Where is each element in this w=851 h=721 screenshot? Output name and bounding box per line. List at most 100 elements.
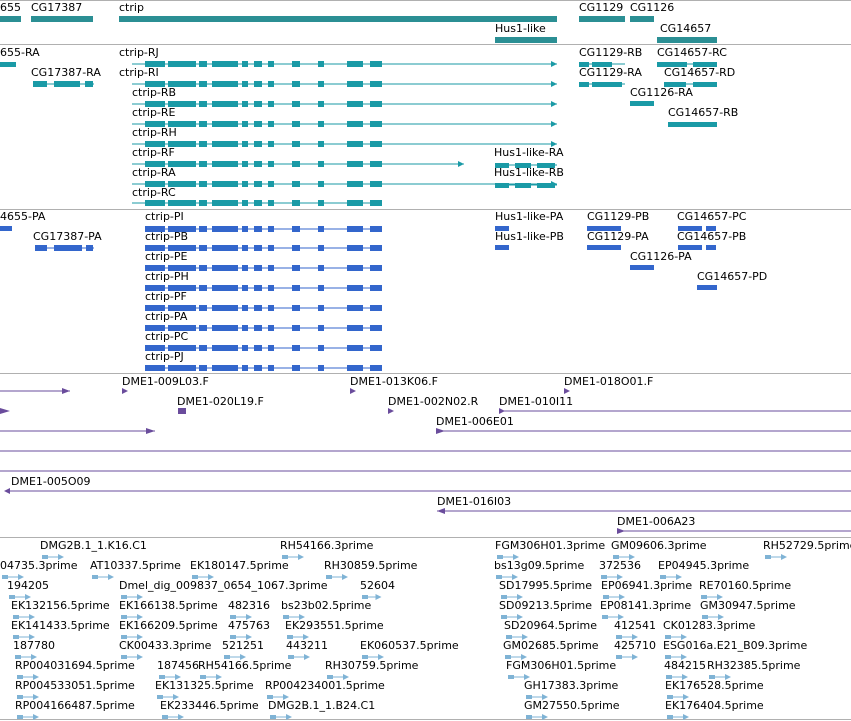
gene-cg1126-bar[interactable]: [630, 16, 654, 22]
protein-label[interactable]: ctrip-PC: [145, 330, 189, 343]
est-glyph[interactable]: [616, 654, 638, 660]
est-label[interactable]: 194205: [7, 579, 49, 592]
protein-cg14657-pd-glyph[interactable]: [697, 285, 717, 290]
transcript-label[interactable]: ctrip-RB: [132, 86, 177, 99]
ctrip-transcript-glyph[interactable]: [132, 141, 557, 147]
est-glyph[interactable]: [283, 614, 305, 620]
est-glyph[interactable]: [709, 674, 731, 680]
clone-label[interactable]: DME1-002N02.R: [388, 395, 479, 408]
protein-4655-pa-glyph[interactable]: [0, 226, 12, 231]
transcript-label[interactable]: ctrip-RI: [119, 66, 159, 79]
est-label[interactable]: GH17383.3prime: [524, 679, 619, 692]
protein-label[interactable]: 4655-PA: [0, 210, 46, 223]
gene-cg17387-bar[interactable]: [31, 16, 93, 22]
protein-label[interactable]: ctrip-PE: [145, 250, 188, 263]
est-label[interactable]: RH52729.5prime: [763, 539, 851, 552]
transcript-655-ra-glyph[interactable]: [0, 62, 16, 67]
transcript-label[interactable]: CG14657-RC: [657, 46, 727, 59]
est-glyph[interactable]: [9, 594, 31, 600]
est-glyph[interactable]: [327, 674, 349, 680]
est-label[interactable]: EK176404.5prime: [665, 699, 764, 712]
est-label[interactable]: bs23b02.5prime: [281, 599, 372, 612]
est-label[interactable]: SD17995.5prime: [499, 579, 592, 592]
clone-label[interactable]: DME1-009L03.F: [122, 375, 209, 388]
est-label[interactable]: 187456: [157, 659, 199, 672]
protein-label[interactable]: Hus1-like-PB: [495, 230, 564, 243]
est-glyph[interactable]: [157, 694, 179, 700]
est-glyph[interactable]: [508, 674, 530, 680]
ctrip-protein-glyph[interactable]: [145, 226, 382, 232]
est-label[interactable]: RE70160.5prime: [699, 579, 792, 592]
transcript-cg1126-ra-glyph[interactable]: [630, 101, 654, 106]
est-label[interactable]: EP04945.3prime: [658, 559, 750, 572]
est-glyph[interactable]: [667, 694, 689, 700]
est-glyph[interactable]: [665, 654, 687, 660]
est-glyph[interactable]: [230, 634, 252, 640]
est-label[interactable]: FGM306H01.5prime: [506, 659, 617, 672]
protein-cg14657-pc-glyph[interactable]: [678, 226, 716, 231]
transcript-cg1129-rb-glyph[interactable]: [579, 62, 625, 67]
est-label[interactable]: DMG2B.1_1.B24.C1: [268, 699, 376, 712]
est-label[interactable]: CK01283.3prime: [663, 619, 756, 632]
est-glyph[interactable]: [15, 654, 37, 660]
est-label[interactable]: EP08141.3prime: [600, 599, 692, 612]
protein-label[interactable]: CG14657-PB: [677, 230, 747, 243]
est-glyph[interactable]: [326, 574, 348, 580]
est-glyph[interactable]: [17, 694, 39, 700]
est-label[interactable]: RH54166.5prime: [198, 659, 292, 672]
est-glyph[interactable]: [362, 654, 384, 660]
est-glyph[interactable]: [17, 674, 39, 680]
ctrip-transcript-glyph[interactable]: [132, 200, 382, 206]
est-label[interactable]: 521251: [222, 639, 264, 652]
est-glyph[interactable]: [287, 634, 309, 640]
protein-label[interactable]: ctrip-PH: [145, 270, 189, 283]
transcript-cg17387-ra-glyph[interactable]: [33, 81, 94, 87]
est-label[interactable]: 412541: [614, 619, 656, 632]
est-glyph[interactable]: [121, 594, 143, 600]
est-glyph[interactable]: [496, 574, 518, 580]
est-glyph[interactable]: [121, 614, 143, 620]
est-glyph[interactable]: [665, 634, 687, 640]
protein-label[interactable]: CG1126-PA: [630, 250, 692, 263]
est-glyph[interactable]: [702, 614, 724, 620]
est-label[interactable]: RH30759.5prime: [325, 659, 419, 672]
est-glyph[interactable]: [121, 634, 143, 640]
est-glyph[interactable]: [362, 594, 382, 600]
est-label[interactable]: 443211: [286, 639, 328, 652]
est-glyph[interactable]: [666, 674, 688, 680]
transcript-label[interactable]: CG1129-RB: [579, 46, 643, 59]
est-label[interactable]: EK180147.5prime: [190, 559, 289, 572]
est-glyph[interactable]: [497, 554, 519, 560]
protein-label[interactable]: ctrip-PA: [145, 310, 188, 323]
est-label[interactable]: GM09606.3prime: [611, 539, 707, 552]
transcript-label[interactable]: ctrip-RJ: [119, 46, 159, 59]
est-glyph[interactable]: [506, 634, 528, 640]
est-glyph[interactable]: [192, 574, 214, 580]
gene-cg14657-bar[interactable]: [657, 37, 717, 43]
est-label[interactable]: 482316: [228, 599, 270, 612]
est-glyph[interactable]: [200, 674, 222, 680]
transcript-label[interactable]: ctrip-RH: [132, 126, 177, 139]
est-label[interactable]: SD20964.5prime: [504, 619, 597, 632]
gene-label[interactable]: 655: [0, 1, 21, 14]
est-glyph[interactable]: [159, 674, 181, 680]
transcript-label[interactable]: ctrip-RF: [132, 146, 175, 159]
protein-label[interactable]: ctrip-PB: [145, 230, 189, 243]
est-glyph[interactable]: [267, 694, 289, 700]
clone-label[interactable]: DME1-006A23: [617, 515, 696, 528]
ctrip-transcript-glyph[interactable]: [132, 101, 557, 107]
est-glyph[interactable]: [270, 714, 292, 720]
est-glyph[interactable]: [13, 614, 35, 620]
ctrip-transcript-glyph[interactable]: [132, 61, 557, 67]
est-label[interactable]: EK132156.5prime: [11, 599, 110, 612]
est-glyph[interactable]: [701, 594, 723, 600]
est-glyph[interactable]: [121, 654, 143, 660]
protein-cg17387-pa-glyph[interactable]: [35, 245, 94, 251]
est-glyph[interactable]: [613, 554, 635, 560]
est-label[interactable]: AT10337.5prime: [90, 559, 181, 572]
transcript-label[interactable]: Hus1-like-RA: [494, 146, 564, 159]
est-label[interactable]: EK233446.5prime: [160, 699, 259, 712]
clone-label[interactable]: DME1-006E01: [436, 415, 514, 428]
transcript-cg14657-rd-glyph[interactable]: [664, 82, 717, 87]
est-label[interactable]: EP06941.3prime: [601, 579, 693, 592]
